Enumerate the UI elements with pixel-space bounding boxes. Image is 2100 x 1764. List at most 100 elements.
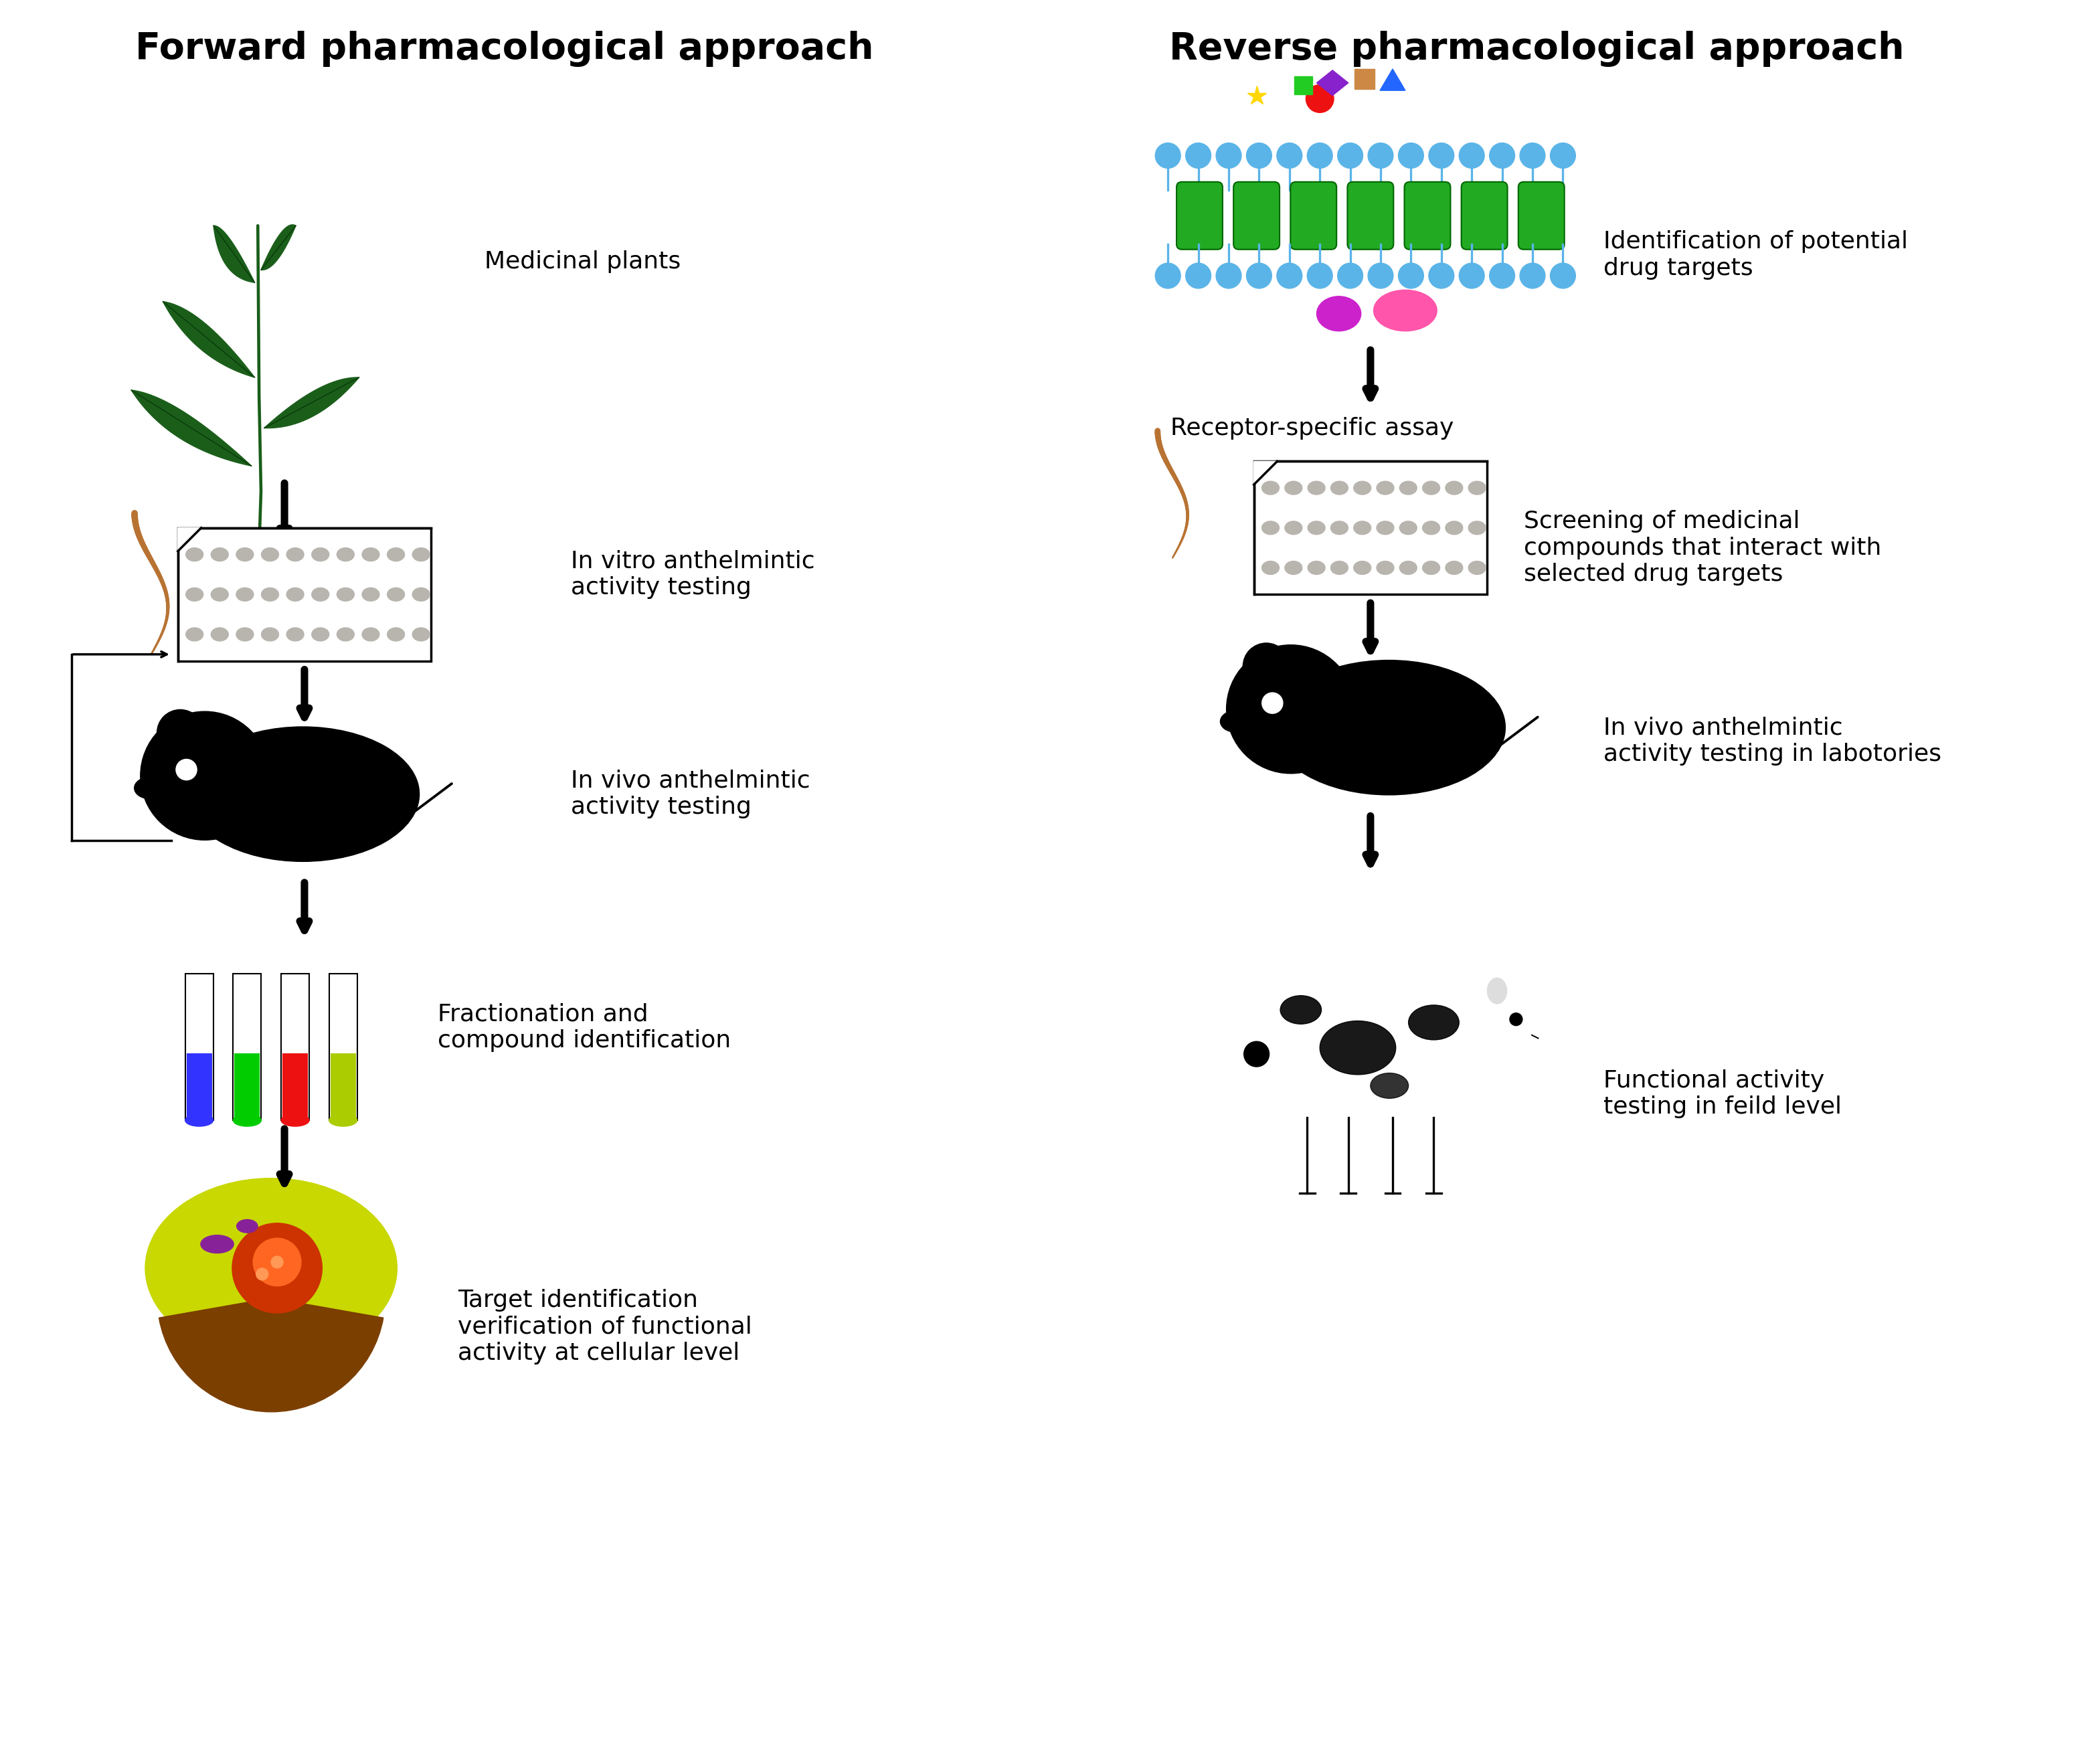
Ellipse shape <box>210 587 229 602</box>
Circle shape <box>1243 644 1289 690</box>
Polygon shape <box>130 390 252 466</box>
Ellipse shape <box>1367 263 1392 288</box>
Ellipse shape <box>1281 995 1321 1025</box>
Ellipse shape <box>1468 520 1485 534</box>
Circle shape <box>1439 1058 1491 1113</box>
Ellipse shape <box>1331 482 1348 494</box>
Ellipse shape <box>1220 711 1252 732</box>
Ellipse shape <box>1460 143 1485 168</box>
Circle shape <box>256 1268 269 1281</box>
Ellipse shape <box>1319 1021 1396 1074</box>
Ellipse shape <box>1338 263 1363 288</box>
Text: Receptor-specific assay: Receptor-specific assay <box>1170 416 1453 439</box>
Ellipse shape <box>1155 143 1180 168</box>
Ellipse shape <box>336 549 355 561</box>
Circle shape <box>1510 1013 1522 1025</box>
Text: Target identification
verification of functional
activity at cellular level: Target identification verification of fu… <box>458 1289 752 1364</box>
Ellipse shape <box>1409 1005 1460 1039</box>
Ellipse shape <box>260 628 279 640</box>
Circle shape <box>233 1222 321 1312</box>
Ellipse shape <box>286 628 304 640</box>
Text: Identification of potential
drug targets: Identification of potential drug targets <box>1604 231 1909 279</box>
Ellipse shape <box>185 1115 214 1125</box>
Text: Forward pharmacological approach: Forward pharmacological approach <box>134 30 874 67</box>
Ellipse shape <box>336 587 355 602</box>
Bar <box>179 527 430 662</box>
Ellipse shape <box>237 1219 258 1233</box>
Ellipse shape <box>1399 263 1424 288</box>
Ellipse shape <box>145 1178 397 1358</box>
Ellipse shape <box>1445 561 1464 575</box>
FancyBboxPatch shape <box>1518 182 1564 249</box>
Circle shape <box>141 711 269 840</box>
Text: Screening of medicinal
compounds that interact with
selected drug targets: Screening of medicinal compounds that in… <box>1525 510 1882 586</box>
Ellipse shape <box>1285 561 1302 575</box>
Ellipse shape <box>1277 263 1302 288</box>
Ellipse shape <box>1428 263 1453 288</box>
Polygon shape <box>1380 69 1405 90</box>
Ellipse shape <box>1317 296 1361 332</box>
Ellipse shape <box>311 628 330 640</box>
Bar <box>185 974 214 1120</box>
Ellipse shape <box>386 587 405 602</box>
Bar <box>235 1053 260 1118</box>
Circle shape <box>1350 946 1403 998</box>
Ellipse shape <box>1489 143 1514 168</box>
Ellipse shape <box>1338 143 1363 168</box>
Polygon shape <box>164 302 254 377</box>
Ellipse shape <box>1285 482 1302 494</box>
Ellipse shape <box>1378 561 1394 575</box>
Circle shape <box>1306 85 1334 113</box>
Bar <box>284 1053 309 1118</box>
Bar <box>1254 462 1487 594</box>
Ellipse shape <box>1308 520 1325 534</box>
Ellipse shape <box>1262 520 1279 534</box>
Bar <box>1294 76 1312 93</box>
Ellipse shape <box>1354 482 1371 494</box>
Polygon shape <box>214 226 254 282</box>
Ellipse shape <box>1520 263 1546 288</box>
Ellipse shape <box>210 628 229 640</box>
Circle shape <box>1226 646 1354 773</box>
Ellipse shape <box>1468 482 1485 494</box>
Ellipse shape <box>260 549 279 561</box>
Ellipse shape <box>412 628 430 640</box>
Ellipse shape <box>1445 482 1464 494</box>
Ellipse shape <box>361 549 380 561</box>
FancyBboxPatch shape <box>1233 182 1279 249</box>
Polygon shape <box>1254 462 1277 485</box>
Ellipse shape <box>1354 520 1371 534</box>
Ellipse shape <box>1155 263 1180 288</box>
Text: In vivo anthelmintic
activity testing in labotories: In vivo anthelmintic activity testing in… <box>1604 716 1943 766</box>
Circle shape <box>176 759 197 780</box>
Ellipse shape <box>336 628 355 640</box>
Circle shape <box>1243 1041 1268 1067</box>
Ellipse shape <box>1550 143 1575 168</box>
FancyBboxPatch shape <box>1462 182 1508 249</box>
Ellipse shape <box>1247 143 1273 168</box>
Bar <box>233 974 260 1120</box>
Ellipse shape <box>281 1115 309 1125</box>
Ellipse shape <box>1550 263 1575 288</box>
Circle shape <box>1439 983 1491 1037</box>
Ellipse shape <box>235 587 254 602</box>
Polygon shape <box>265 377 359 429</box>
Ellipse shape <box>1422 561 1441 575</box>
Ellipse shape <box>1186 263 1212 288</box>
Ellipse shape <box>1422 520 1441 534</box>
Ellipse shape <box>1331 561 1348 575</box>
Ellipse shape <box>286 587 304 602</box>
Text: Medicinal plants: Medicinal plants <box>485 250 680 273</box>
Ellipse shape <box>1273 660 1506 796</box>
Text: Fractionation and
compound identification: Fractionation and compound identificatio… <box>437 1002 731 1051</box>
Ellipse shape <box>1308 482 1325 494</box>
Ellipse shape <box>311 549 330 561</box>
Text: Functional activity
testing in feild level: Functional activity testing in feild lev… <box>1604 1069 1842 1118</box>
Circle shape <box>1262 693 1283 713</box>
Ellipse shape <box>1216 143 1241 168</box>
Ellipse shape <box>1216 263 1241 288</box>
Bar <box>330 1053 355 1118</box>
FancyBboxPatch shape <box>1292 182 1336 249</box>
Ellipse shape <box>1247 263 1273 288</box>
Ellipse shape <box>1354 561 1371 575</box>
